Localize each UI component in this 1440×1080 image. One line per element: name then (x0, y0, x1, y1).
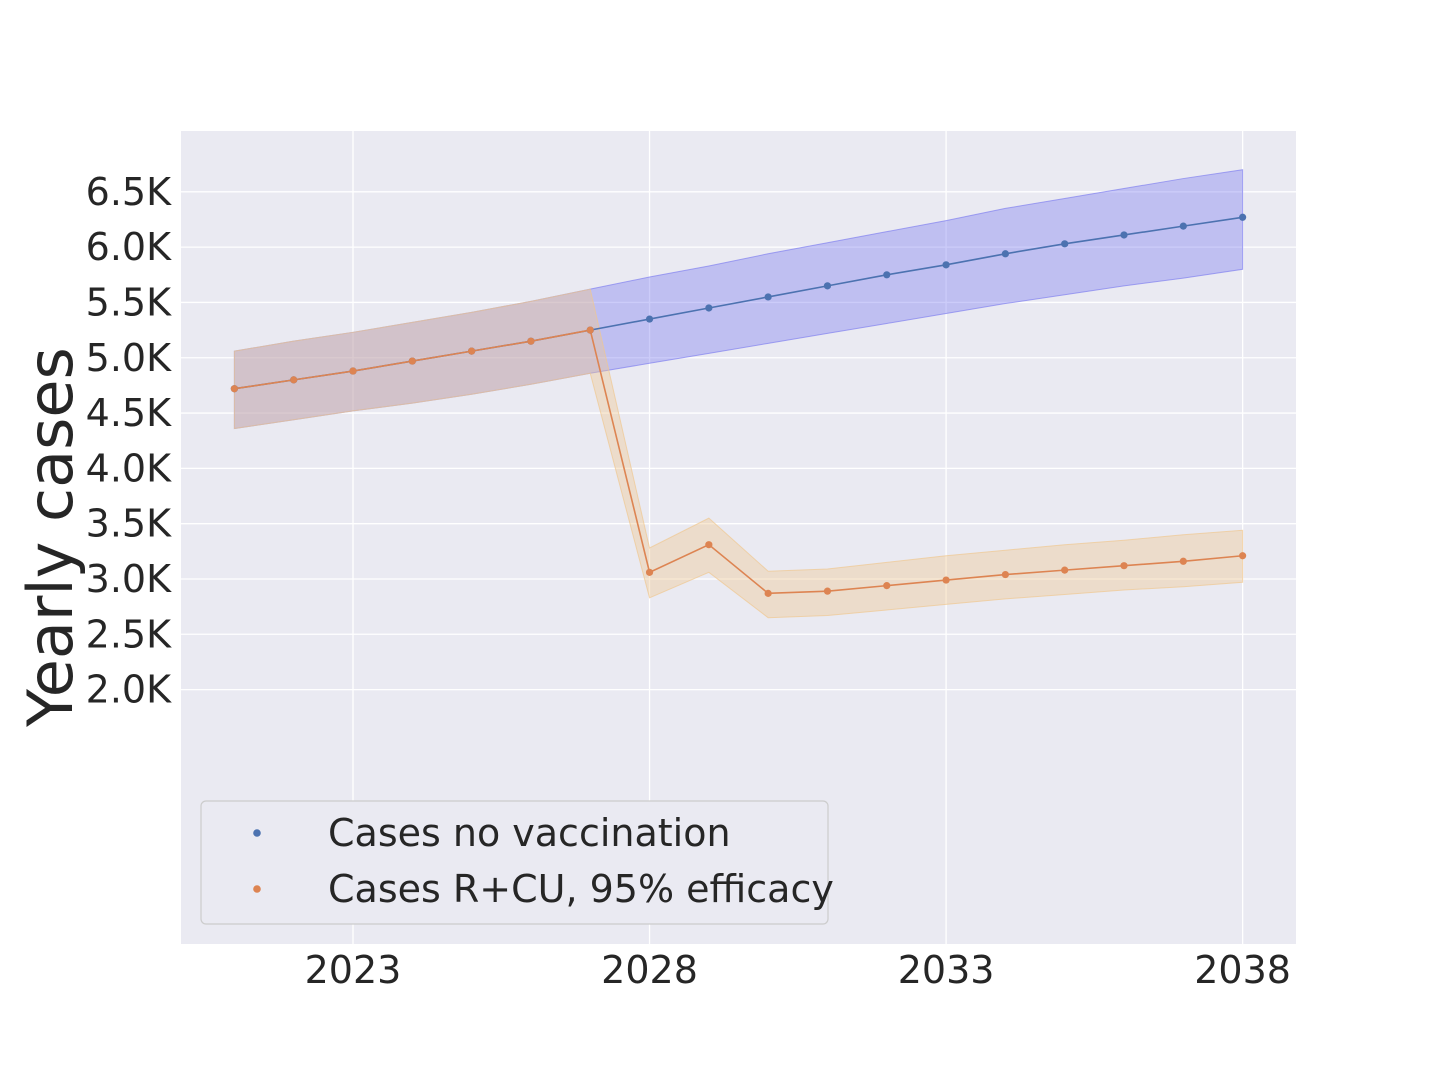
series-lines (234, 216, 1243, 595)
data-point (1179, 222, 1187, 230)
x-tick-label: 2028 (601, 948, 698, 992)
x-tick-label: 2033 (898, 948, 995, 992)
data-point (1061, 566, 1069, 574)
data-point (823, 587, 832, 595)
data-point (645, 315, 654, 323)
y-tick-label: 6.5K (86, 170, 172, 214)
data-point (1001, 250, 1009, 258)
x-tick-labels: 2023 2028 2033 2038 (305, 948, 1291, 992)
x-tick-label: 2038 (1194, 948, 1291, 992)
y-tick-label: 2.0K (86, 668, 172, 712)
y-tick-label: 3.5K (86, 502, 172, 546)
data-point (645, 568, 654, 576)
y-tick-label: 4.5K (86, 391, 172, 435)
data-point (764, 293, 772, 301)
y-tick-label: 4.0K (86, 446, 172, 490)
y-axis-label: Yearly cases (14, 347, 87, 728)
confidence-band-2 (233, 288, 1244, 619)
data-point (705, 304, 713, 312)
data-point (586, 326, 594, 334)
confidence-bands (233, 169, 1244, 619)
legend-marker (253, 885, 261, 893)
data-point (1120, 231, 1128, 239)
data-point (408, 357, 416, 365)
data-point (1001, 570, 1009, 579)
data-point (527, 337, 535, 345)
data-point (290, 376, 298, 384)
data-point (764, 589, 772, 597)
data-point (230, 385, 238, 393)
legend-box (200, 800, 829, 925)
legend: Cases no vaccination Cases R+CU, 95% effi… (200, 800, 834, 925)
y-tick-label: 3.0K (86, 557, 172, 601)
x-tick-label: 2023 (305, 948, 402, 992)
data-point (883, 271, 891, 279)
data-point (823, 282, 832, 290)
data-point (942, 576, 950, 584)
y-tick-labels: 2.0K 2.5K 3.0K 3.5K 4.0K 4.5K 5.0K 5.5K 6.0K 6.5K (86, 170, 172, 712)
data-point (1061, 240, 1069, 248)
data-point (1239, 552, 1247, 560)
legend-marker (253, 829, 261, 837)
y-tick-label: 6.0K (86, 225, 172, 269)
data-point (942, 261, 950, 269)
legend-label: Cases no vaccination (328, 811, 731, 855)
y-tick-label: 5.5K (86, 280, 172, 324)
data-point (468, 347, 476, 355)
series-line-2 (234, 329, 1243, 595)
data-point (1239, 213, 1247, 221)
y-tick-label: 2.5K (86, 612, 172, 656)
data-point (1120, 562, 1128, 570)
data-point (1179, 557, 1187, 565)
series-points (230, 213, 1247, 597)
data-point (705, 541, 713, 549)
legend-label: Cases R+CU, 95% efficacy (328, 867, 834, 911)
y-tick-label: 5.0K (86, 336, 172, 380)
data-point (883, 582, 891, 590)
data-point (349, 367, 357, 375)
